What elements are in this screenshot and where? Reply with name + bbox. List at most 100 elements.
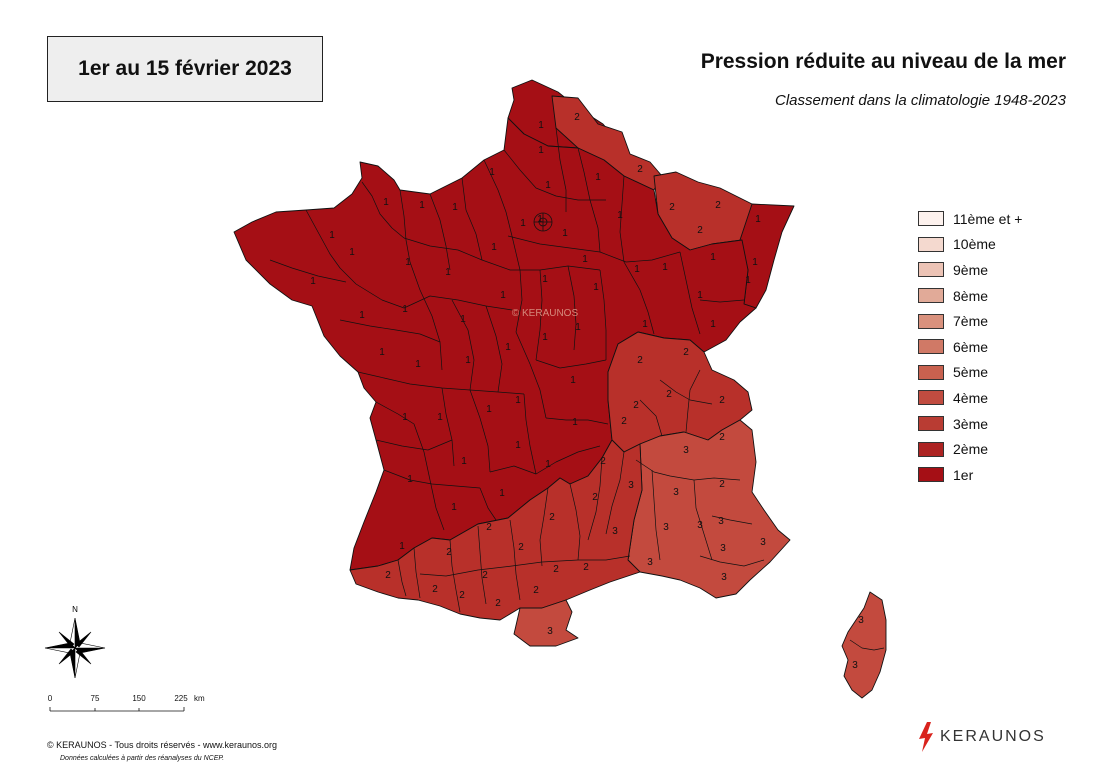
map-watermark: © KERAUNOS	[512, 308, 579, 319]
rank-label-72: 3	[663, 522, 669, 533]
legend-label: 2ème	[953, 441, 989, 458]
rank-label-90: 2	[533, 585, 539, 596]
rank-label-49: 1	[486, 404, 492, 415]
region-alpes-provence	[627, 419, 791, 599]
region-perpignan	[513, 599, 579, 647]
legend-swatch	[918, 236, 944, 252]
legend-swatch	[918, 211, 944, 227]
rank-label-88: 2	[459, 590, 465, 601]
rank-label-36: 1	[542, 332, 548, 343]
rank-label-24: 1	[491, 242, 497, 253]
rank-label-81: 2	[482, 570, 488, 581]
legend-label: 5ème	[953, 364, 989, 381]
rank-label-41: 1	[415, 359, 421, 370]
rank-label-29: 1	[662, 262, 668, 273]
rank-label-84: 3	[647, 557, 653, 568]
rank-label-12: 1	[452, 202, 458, 213]
scale-unit: km	[194, 694, 205, 703]
rank-label-60: 2	[600, 456, 606, 467]
legend-label: 6ème	[953, 338, 989, 355]
rank-label-65: 3	[628, 480, 634, 491]
rank-label-5: 1	[595, 172, 601, 183]
rank-label-68: 1	[451, 502, 457, 513]
rank-label-37: 1	[593, 282, 599, 293]
rank-label-31: 1	[745, 275, 751, 286]
rank-label-75: 1	[399, 541, 405, 552]
scale-tick-0: 0	[48, 694, 53, 703]
legend-swatch	[918, 467, 944, 483]
rank-label-51: 1	[570, 375, 576, 386]
rank-label-86: 2	[385, 570, 391, 581]
rank-label-6: 2	[637, 164, 643, 175]
map-subtitle: Classement dans la climatologie 1948-202…	[774, 92, 1066, 109]
legend-item-1: 10ème	[918, 232, 1022, 258]
legend-swatch	[918, 288, 944, 304]
legend-label: 1er	[953, 466, 974, 483]
brand-logo: KERAUNOS	[918, 722, 1046, 752]
rank-label-76: 2	[446, 547, 452, 558]
rank-label-3: 1	[489, 167, 495, 178]
rank-label-19: 1	[752, 257, 758, 268]
legend-swatch	[918, 339, 944, 355]
rank-label-23: 1	[445, 267, 451, 278]
rank-label-18: 1	[710, 252, 716, 263]
rank-label-85: 3	[721, 572, 727, 583]
rank-label-73: 3	[697, 520, 703, 531]
legend-item-2: 9ème	[918, 257, 1022, 283]
rank-label-26: 1	[542, 274, 548, 285]
rank-label-70: 2	[549, 512, 555, 523]
brand-name: KERAUNOS	[940, 728, 1046, 745]
legend-item-4: 7ème	[918, 308, 1022, 334]
rank-label-38: 1	[642, 319, 648, 330]
legend-item-7: 4ème	[918, 385, 1022, 411]
legend-swatch	[918, 262, 944, 278]
rank-label-28: 1	[634, 264, 640, 275]
rank-label-10: 1	[383, 197, 389, 208]
period-box: 1er au 15 février 2023	[47, 36, 323, 102]
rank-label-67: 2	[719, 479, 725, 490]
paris-area	[533, 212, 553, 232]
rank-label-16: 1	[617, 210, 623, 221]
legend-item-3: 8ème	[918, 283, 1022, 309]
rank-label-34: 1	[402, 304, 408, 315]
legend-label: 4ème	[953, 389, 989, 406]
legend-label: 3ème	[953, 415, 989, 432]
rank-label-30: 1	[697, 290, 703, 301]
rank-label-46: 2	[683, 347, 689, 358]
legend-label: 7ème	[953, 313, 989, 330]
rank-label-8: 2	[715, 200, 721, 211]
scale-bar: 0 75 150 225 km	[48, 694, 205, 712]
rank-label-55: 2	[719, 432, 725, 443]
rank-label-13: 1	[520, 218, 526, 229]
rank-label-35: 1	[460, 314, 466, 325]
rank-label-54: 2	[719, 395, 725, 406]
map-title: Pression réduite au niveau de la mer	[700, 50, 1066, 73]
rank-label-40: 1	[379, 347, 385, 358]
period-label: 1er au 15 février 2023	[78, 57, 292, 80]
rank-label-20: 1	[329, 230, 335, 241]
rank-label-1: 2	[574, 112, 580, 123]
rank-label-4: 1	[545, 180, 551, 191]
scale-tick-150: 150	[132, 694, 146, 703]
legend-label: 8ème	[953, 287, 989, 304]
legend-swatch	[918, 364, 944, 380]
rank-label-78: 3	[612, 526, 618, 537]
rank-label-89: 2	[495, 598, 501, 609]
rank-label-2: 1	[538, 145, 544, 156]
rank-label-93: 3	[852, 660, 858, 671]
rank-label-58: 1	[515, 440, 521, 451]
rank-label-62: 1	[407, 474, 413, 485]
legend-label: 11ème et +	[953, 210, 1023, 227]
rank-label-77: 2	[518, 542, 524, 553]
rank-label-22: 1	[405, 257, 411, 268]
region-alsace	[739, 203, 795, 309]
legend-swatch	[918, 441, 944, 457]
copyright-notice: © KERAUNOS - Tous droits réservés - www.…	[47, 740, 278, 750]
rank-label-52: 2	[633, 400, 639, 411]
rank-label-69: 2	[486, 522, 492, 533]
legend-item-10: 1er	[918, 462, 1022, 488]
rank-label-43: 1	[505, 342, 511, 353]
rank-label-80: 3	[760, 537, 766, 548]
rank-label-11: 1	[419, 200, 425, 211]
